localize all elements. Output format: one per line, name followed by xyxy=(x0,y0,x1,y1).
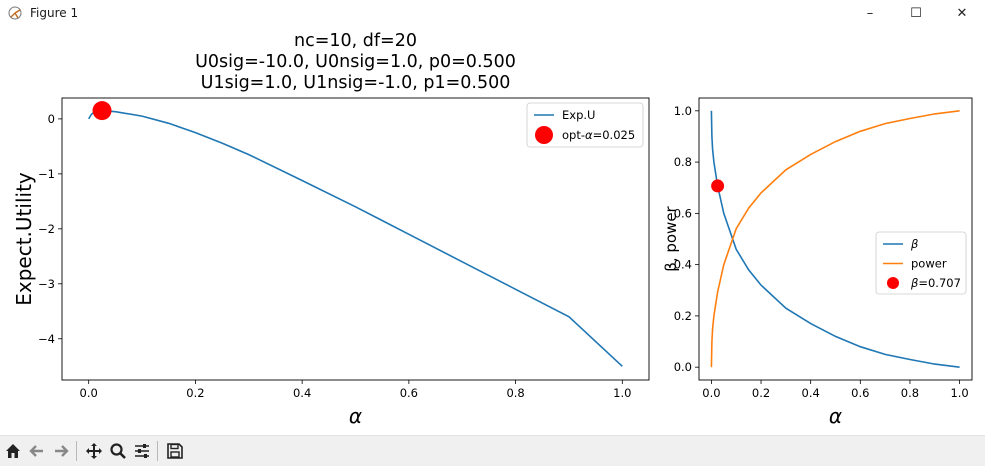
x-tick-label: 1.0 xyxy=(613,386,631,400)
chart-title-line: nc=10, df=20 xyxy=(294,31,417,51)
back-button[interactable] xyxy=(26,440,48,462)
axes-frame xyxy=(61,97,650,381)
configure-subplots-button[interactable] xyxy=(131,440,153,462)
home-button[interactable] xyxy=(2,440,24,462)
y-tick-label: 0.2 xyxy=(674,309,692,323)
home-icon xyxy=(6,444,20,458)
x-tick-label: 0.6 xyxy=(851,386,869,400)
forward-button[interactable] xyxy=(50,440,72,462)
x-tick-label: 0.0 xyxy=(80,386,98,400)
y-tick-label: −1 xyxy=(38,167,55,181)
y-tick-label: −2 xyxy=(38,222,55,236)
minimize-button[interactable]: – xyxy=(866,5,874,21)
back-icon xyxy=(29,445,43,457)
window-controls: – ☐ ✕ xyxy=(847,0,985,26)
y-tick-label: 0.0 xyxy=(674,360,692,374)
legend-box xyxy=(875,231,967,295)
legend-marker-swatch xyxy=(887,277,899,289)
y-tick-label: 0.6 xyxy=(674,206,692,220)
navigation-toolbar xyxy=(0,435,985,466)
series-line-1 xyxy=(710,110,960,368)
y-axis-label: Expect.Utility xyxy=(12,172,36,306)
series-line-2 xyxy=(710,110,960,368)
legend-label: β=0.707 xyxy=(910,276,961,290)
x-tick-label: 0.8 xyxy=(506,386,524,400)
legend-label-value: =0.707 xyxy=(918,276,961,290)
legend-label: opt-α=0.025 xyxy=(562,128,635,142)
y-tick-label: −3 xyxy=(38,277,55,291)
zoom-button[interactable] xyxy=(107,440,129,462)
y-tick-label: 1.0 xyxy=(674,104,692,118)
y-tick-label: 0.8 xyxy=(674,155,692,169)
y-tick-label: −4 xyxy=(38,332,55,346)
y-tick-label: 0.4 xyxy=(674,258,692,272)
subplot-beta-power: 0.0 0.2 0.4 0.6 0.8 1.0 0.0 0.2 0.4 0.6 0.8 1.0 α β, … xyxy=(662,97,973,428)
x-tick-label: 1.0 xyxy=(950,386,968,400)
legend-label: β xyxy=(910,237,918,251)
series-line-1 xyxy=(88,109,623,367)
close-button[interactable]: ✕ xyxy=(956,5,968,21)
window-titlebar: Figure 1 – ☐ ✕ xyxy=(0,0,985,26)
pan-icon xyxy=(86,443,102,459)
x-tick-label: 0.8 xyxy=(901,386,919,400)
axes-frame xyxy=(698,97,973,381)
legend-label: power xyxy=(911,257,947,271)
x-tick-label: 0.4 xyxy=(293,386,311,400)
x-tick-label: 0.6 xyxy=(400,386,418,400)
save-button[interactable] xyxy=(164,440,186,462)
y-axis-label: β, power xyxy=(662,205,680,271)
x-tick-label: 0.2 xyxy=(752,386,770,400)
y-tick-label: 0 xyxy=(48,112,55,126)
legend: Exp.U opt-α=0.025 xyxy=(526,102,644,148)
x-axis-label: α xyxy=(349,404,362,428)
figure-canvas[interactable]: nc=10, df=20 U0sig=-10.0, U0nsig=1.0, p0=… xyxy=(0,26,985,435)
maximize-button[interactable]: ☐ xyxy=(910,5,922,21)
x-tick-label: 0.0 xyxy=(702,386,720,400)
legend-marker-swatch xyxy=(535,126,553,144)
forward-icon xyxy=(55,445,69,457)
window-title: Figure 1 xyxy=(30,6,79,20)
legend-label-prefix: opt- xyxy=(562,128,585,142)
optimum-marker-point xyxy=(92,101,112,121)
chart-title-line: U0sig=-10.0, U0nsig=1.0, p0=0.500 xyxy=(195,52,516,72)
legend-label-symbol: α xyxy=(585,128,593,142)
optimum-marker-point xyxy=(711,179,725,193)
legend-box xyxy=(526,102,644,148)
legend-label-symbol: β xyxy=(910,276,918,290)
chart-title-line: U1sig=1.0, U1nsig=-1.0, p1=0.500 xyxy=(201,73,511,93)
legend-label-value: =0.025 xyxy=(593,128,636,142)
matplotlib-app-icon xyxy=(8,6,22,20)
pan-button[interactable] xyxy=(83,440,105,462)
x-tick-label: 0.2 xyxy=(186,386,204,400)
toolbar-separator xyxy=(157,441,158,461)
save-icon xyxy=(167,443,183,459)
zoom-icon xyxy=(110,443,126,459)
x-tick-label: 0.4 xyxy=(802,386,820,400)
legend-label: Exp.U xyxy=(562,108,595,122)
x-axis-label: α xyxy=(829,404,842,428)
configure-subplots-icon xyxy=(135,444,149,458)
toolbar-separator xyxy=(76,441,77,461)
